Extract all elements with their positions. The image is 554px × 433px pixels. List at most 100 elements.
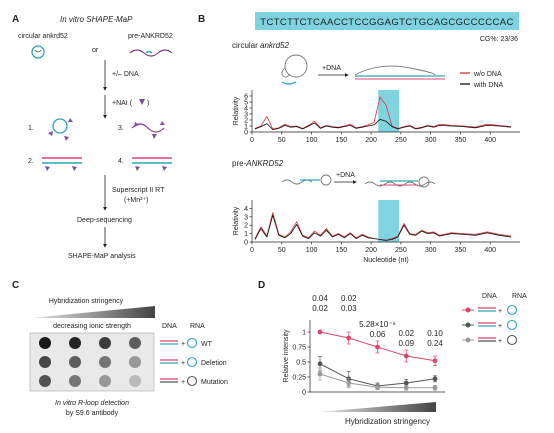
blot-dot: [69, 375, 81, 387]
svg-text:+: +: [181, 360, 185, 367]
construct-pre-label: pre-ANKRD52: [128, 33, 173, 40]
row-label-deletion: Deletion: [201, 360, 227, 367]
y-tick-label: 4: [244, 106, 248, 113]
y-tick-label: 2: [244, 223, 248, 230]
step-rt-label: Superscript II RT: [112, 187, 165, 194]
blot-dot: [39, 375, 51, 387]
y-tick-label: 2: [244, 118, 248, 125]
pvalue-series1: 5.28×10⁻⁶: [359, 320, 396, 329]
relative-intensity-chart: 0 0.25 0.5 0.75 1 Relative intensity Hybridiza…: [283, 294, 445, 426]
legend-without-label: w/o DNA: [473, 71, 502, 78]
blot-dot: [99, 375, 111, 387]
x-tick-label: 150: [335, 247, 347, 254]
data-point: [317, 371, 323, 377]
row-label-mutation: Mutation: [201, 379, 228, 386]
col-rna-label: RNA: [190, 323, 205, 330]
data-point: [432, 385, 438, 391]
pvalue-series2: 0.03: [341, 304, 357, 313]
x-tick-label: 300: [425, 247, 437, 254]
row-legend-deletion: + Deletion: [160, 356, 227, 368]
blot-dot: [69, 356, 81, 368]
svg-text:+: +: [498, 338, 502, 345]
series-line-without-dna: [254, 96, 512, 130]
stringency-wedge-d: [318, 402, 436, 412]
plus-dna-bottom: +DNA: [336, 172, 355, 179]
data-point: [346, 335, 352, 341]
blot-dot: [129, 375, 141, 387]
circular-rna-icon: [31, 45, 45, 59]
y-tick-label: 6: [244, 94, 248, 101]
y-tick-label: 3: [244, 112, 248, 119]
gc-content-label: CG%: 23/36: [480, 36, 518, 43]
condition-4-label: 4.: [118, 158, 124, 165]
caption-line2: by S9.6 antibody: [66, 410, 119, 417]
y-tick-label: 0.5: [296, 360, 306, 367]
x-tick-label: 50: [278, 247, 286, 254]
series-line-without-dna: [254, 212, 512, 241]
y-tick-label: 3: [244, 214, 248, 221]
svg-text:+: +: [498, 323, 502, 330]
legend-d-wt: +: [462, 304, 518, 316]
pvalue-series2: 0.09: [398, 339, 414, 348]
x-axis-label: Hybridization stringency: [345, 417, 430, 426]
condition-1-label: 1.: [28, 125, 34, 132]
legend-d-mutation: +: [462, 334, 518, 346]
chart-legend: w/o DNA with DNA: [460, 71, 504, 89]
x-tick-label: 0: [250, 247, 254, 254]
blot-dot: [39, 337, 51, 349]
x-axis-label: Nucleotide (nt): [363, 257, 409, 264]
blot-dot: [39, 356, 51, 368]
y-tick-label: 1: [244, 231, 248, 238]
data-point: [346, 380, 352, 386]
x-tick-label: 0: [250, 137, 254, 144]
x-tick-label: 50: [278, 137, 286, 144]
bottom-title: pre-ANKRD52: [232, 159, 284, 168]
sequence-text: TCTCTTCTCAACCTCCGGAGTCTGCAGCGCCCCCAC: [260, 17, 513, 28]
series-line-with-dna: [254, 214, 512, 241]
y-tick-label: 0: [302, 390, 306, 397]
dot-blot: [39, 337, 141, 387]
y-axis-label: Relativity: [233, 206, 240, 235]
condition-2-icon: [42, 157, 82, 171]
condition-3-label: 3.: [118, 125, 124, 132]
gradient-label: Hybridization stringency: [49, 298, 124, 305]
data-point: [432, 376, 438, 382]
row-legend-mutation: + Mutation: [160, 375, 228, 387]
panel-b: B TCTCTTCTCAACCTCCGGAGTCTGCAGCGCCCCCAC C…: [198, 12, 520, 264]
stringency-wedge: [30, 306, 155, 318]
caption-line1: In vitro R-loop detection: [55, 400, 129, 407]
y-tick-label: 1: [302, 330, 306, 337]
or-label: or: [92, 47, 99, 54]
sequence-box: [255, 12, 519, 30]
x-tick-label: 100: [306, 137, 318, 144]
data-point: [403, 385, 409, 391]
pvalue-series2: 0.06: [370, 330, 386, 339]
y-axis-label: Relative intensity: [283, 329, 290, 382]
step-nai-label: +NAI (: [112, 100, 133, 107]
x-tick-label: 400: [484, 247, 496, 254]
col-dna-label: DNA: [162, 323, 177, 330]
y-axis-label: Relativity: [233, 96, 240, 125]
linear-rna-icon: [129, 49, 173, 57]
circular-schematic: +DNA: [281, 54, 445, 85]
linear-schematic: +DNA: [281, 172, 436, 188]
x-tick-label: 250: [395, 247, 407, 254]
pvalue-series2: 0.24: [427, 339, 443, 348]
pvalue-series1: 0.02: [398, 329, 414, 338]
blot-dot: [99, 356, 111, 368]
panel-c-letter: C: [12, 280, 19, 291]
step-analysis-label: SHAPE-MaP analysis: [68, 253, 136, 260]
panel-c: C Hybridization stringency decreasing io…: [12, 280, 228, 417]
condition-4-icon: [132, 157, 172, 171]
svg-text:+: +: [181, 379, 185, 386]
pvalue-series1: 0.10: [427, 329, 443, 338]
y-tick-label: 0: [244, 130, 248, 137]
panel-a-letter: A: [12, 14, 19, 25]
step-seq-label: Deep-sequencing: [77, 217, 132, 224]
data-point: [375, 384, 380, 390]
condition-1-icon: [48, 118, 73, 141]
nai-marker-icon: [139, 99, 145, 105]
panel-a-title: In vitro SHAPE-MaP: [60, 15, 133, 24]
pvalue-series1: 0.02: [341, 294, 357, 303]
panel-d: D 0 0.25 0.5 0.75 1 Relative intensity Hybridi…: [258, 280, 527, 426]
